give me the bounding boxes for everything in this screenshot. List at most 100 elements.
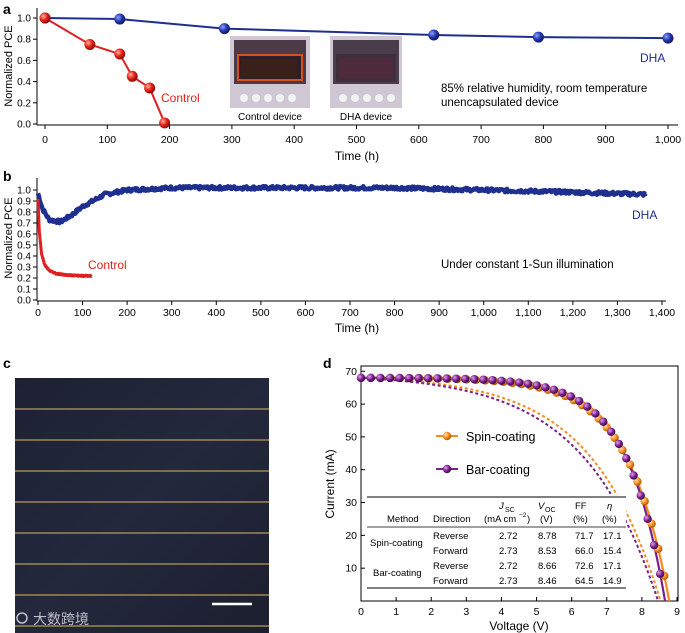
- panel-b-y-tick-label: 0.1: [17, 285, 31, 296]
- panel-b-y-tick-label: 0.5: [17, 241, 31, 252]
- panel-b-y-tick-label: 1.0: [17, 186, 31, 197]
- panel-a-x-tick-label: 1,000: [655, 134, 681, 146]
- table-cell: 2.73: [499, 576, 518, 587]
- table-cell: 8.78: [538, 531, 557, 542]
- panel-a-x-tick-label: 100: [99, 134, 117, 146]
- panel-b-y-tick-label: 0.8: [17, 208, 31, 219]
- panel-d-point-bar-coating: [423, 374, 433, 383]
- panel-d-point-spin-coating: [618, 445, 627, 455]
- panel-d-y-label: Current (mA): [323, 449, 337, 518]
- panel-b-x-tick-label: 1,000: [471, 307, 497, 319]
- panel-a-y-tick-label: 0.4: [17, 77, 31, 88]
- panel-d-chart: 0 1 2 3 4 5 6 7 8 9 10 20 30 40 50 60 70 Current (mA) Vo…: [323, 365, 680, 633]
- inset-control-label: Control device: [238, 112, 302, 123]
- table-cell: 17.1: [603, 531, 622, 542]
- panel-d-point-bar-coating: [629, 471, 638, 480]
- panel-b-x-tick-label: 700: [341, 307, 359, 319]
- panel-b-x-tick-label: 900: [430, 307, 448, 319]
- panel-b-x-tick-label: 1,400: [649, 307, 675, 319]
- panel-d-point-bar-coating: [470, 375, 479, 384]
- panel-a-line-dha: [44, 17, 669, 40]
- inset-control-device: [230, 36, 310, 108]
- panel-d-point-bar-coating: [574, 396, 584, 406]
- panel-b-y-tick-label: 0.4: [17, 252, 31, 263]
- table-header-voc-sub: OC: [545, 507, 556, 514]
- panel-a-y-tick-label: 1.0: [17, 14, 31, 25]
- panel-d-x-tick-label: 6: [569, 606, 575, 618]
- panel-b-x-tick-label: 1,100: [515, 307, 541, 319]
- table-cell: 2.72: [499, 561, 518, 572]
- legend-spin-coating: Spin-coating: [436, 430, 536, 444]
- table-header-direction: Direction: [433, 514, 471, 525]
- panel-a-point-control: [144, 82, 156, 94]
- table-cell: 14.9: [603, 576, 622, 587]
- panel-a-point-control: [114, 48, 126, 60]
- panel-a-y-tick-label: 0.2: [17, 98, 31, 109]
- table-method-spin: Spin-coating: [370, 538, 423, 549]
- panel-b-x-tick-label: 300: [163, 307, 181, 319]
- panel-label-d: d: [323, 355, 332, 371]
- panel-b-annotation: Under constant 1-Sun illumination: [441, 259, 614, 271]
- panel-a-line-control: [44, 17, 166, 124]
- solar-module: [15, 378, 269, 633]
- panel-label-a: a: [3, 1, 11, 17]
- table-header-jsc-unit-prefix: (mA cm: [484, 514, 516, 525]
- panel-a-point-dha: [428, 29, 440, 41]
- table-cell: 71.7: [575, 531, 594, 542]
- panel-label-c: c: [3, 355, 11, 371]
- panel-d-point-bar-coating: [497, 376, 506, 385]
- panel-d-y-tick-label: 70: [345, 366, 357, 378]
- panel-a-point-dha: [532, 31, 544, 43]
- panel-d-y-tick-label: 30: [345, 497, 357, 509]
- table-method-bar: Bar-coating: [373, 568, 422, 579]
- panel-c-photo: 大数跨境: [15, 378, 269, 633]
- panel-d-x-tick-label: 4: [499, 606, 505, 618]
- table-cell: 66.0: [575, 546, 594, 557]
- panel-d-y-tick-label: 60: [345, 399, 357, 411]
- panel-d-point-bar-coating: [614, 439, 624, 449]
- panel-d-point-bar-coating: [655, 569, 665, 579]
- panel-d-point-bar-coating: [451, 374, 461, 383]
- panel-d-x-tick-label: 2: [428, 606, 434, 618]
- panel-d-x-label: Voltage (V): [489, 619, 548, 633]
- table-cell: 2.73: [499, 546, 518, 557]
- panel-d-point-bar-coating: [515, 378, 524, 387]
- panel-b-control-label: Control: [88, 258, 127, 272]
- panel-a-point-dha: [114, 13, 126, 25]
- legend-bar-label: Bar-coating: [466, 463, 530, 477]
- panel-d-point-bar-coating: [566, 392, 576, 401]
- panel-a-point-control: [39, 12, 51, 24]
- panel-d-frame: [360, 365, 679, 602]
- panel-a-x-tick-label: 0: [42, 134, 48, 146]
- panel-b-y-tick-label: 0.0: [17, 296, 31, 307]
- panel-d-y-tick-label: 40: [345, 464, 357, 476]
- panel-label-b: b: [3, 168, 12, 184]
- panel-a-point-dha: [662, 32, 674, 44]
- panel-d-y-tick-label: 50: [345, 431, 357, 443]
- panel-d-point-bar-coating: [506, 377, 515, 386]
- panel-a-x-tick-label: 800: [535, 134, 553, 146]
- panel-d-point-bar-coating: [366, 373, 375, 383]
- table-header-jsc-sub: SC: [505, 507, 515, 514]
- panel-d-point-bar-coating: [488, 375, 497, 385]
- panel-b-y-tick-label: 0.9: [17, 197, 31, 208]
- table-header-ff: FF: [575, 501, 587, 512]
- table-header-eta-unit: (%): [602, 514, 617, 525]
- panel-a-x-label: Time (h): [335, 149, 379, 163]
- panel-d-point-bar-coating: [442, 374, 451, 383]
- panel-b-x-tick-label: 500: [252, 307, 270, 319]
- table-header-method: Method: [387, 514, 419, 525]
- panel-a-point-control: [126, 70, 138, 82]
- inset-dha-label: DHA device: [340, 112, 393, 123]
- panel-a-y-tick-label: 0.8: [17, 35, 31, 46]
- panel-a-x-tick-label: 900: [597, 134, 615, 146]
- panel-a-x-tick-label: 600: [410, 134, 428, 146]
- panel-d-point-bar-coating: [356, 373, 366, 383]
- table-header-voc: V: [538, 501, 546, 512]
- panel-d-point-bar-coating: [549, 385, 559, 394]
- panel-b-x-tick-label: 800: [386, 307, 404, 319]
- table-header-eta: η: [607, 501, 612, 512]
- table-cell: 17.1: [603, 561, 622, 572]
- panel-d-x-tick-label: 9: [674, 606, 680, 618]
